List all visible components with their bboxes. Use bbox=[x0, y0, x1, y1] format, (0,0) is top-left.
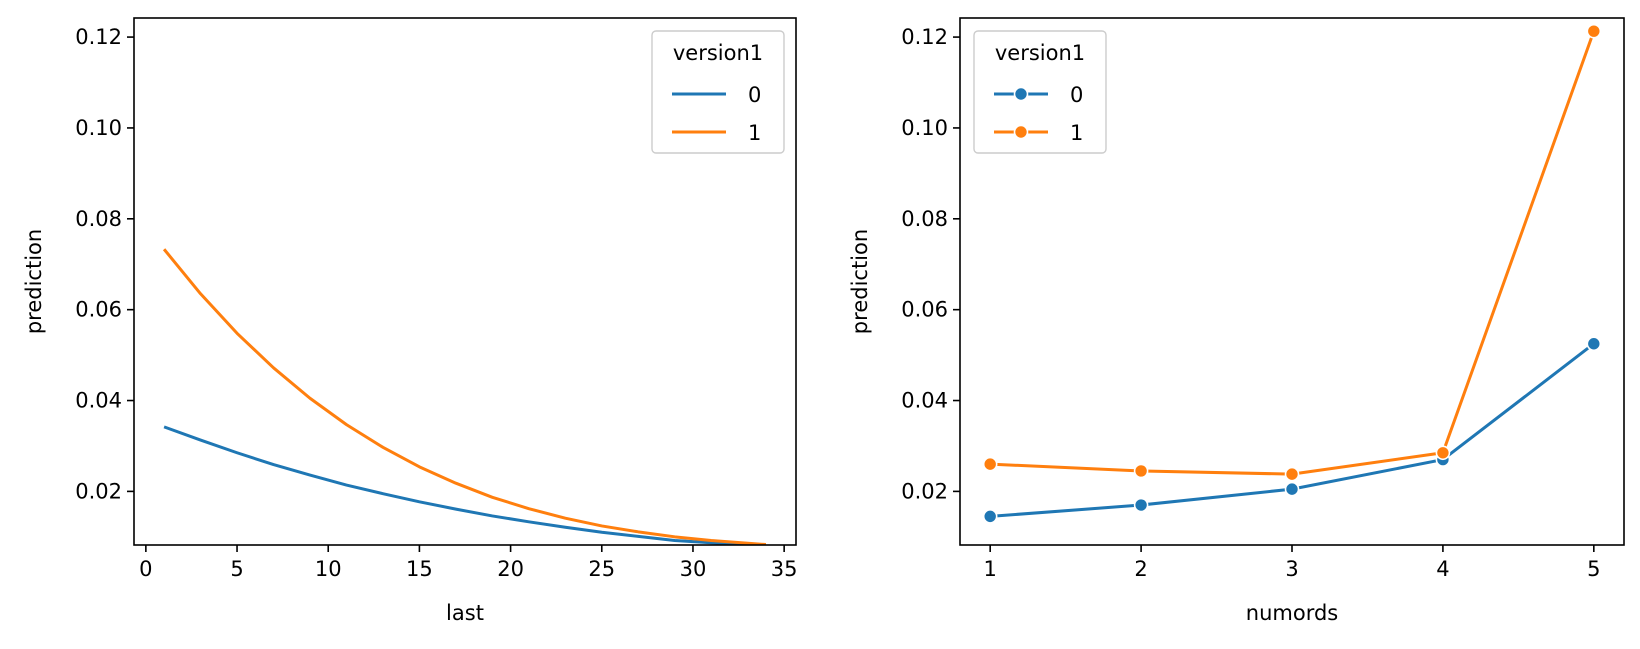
x-tick-label: 4 bbox=[1436, 557, 1449, 581]
data-point-0 bbox=[1284, 481, 1300, 497]
x-tick-label: 2 bbox=[1134, 557, 1147, 581]
legend-title: version1 bbox=[995, 41, 1085, 65]
y-tick-label: 0.08 bbox=[901, 207, 948, 231]
legend-box bbox=[973, 30, 1107, 154]
x-tick-label: 25 bbox=[588, 557, 615, 581]
x-tick-label: 20 bbox=[497, 557, 524, 581]
data-point-0 bbox=[1586, 336, 1602, 352]
x-tick-label: 30 bbox=[680, 557, 707, 581]
x-tick-label: 3 bbox=[1285, 557, 1298, 581]
x-tick-label: 5 bbox=[230, 557, 243, 581]
axes-frame bbox=[959, 17, 1625, 546]
y-tick-label: 0.04 bbox=[75, 389, 122, 413]
legend-title: version1 bbox=[673, 41, 763, 65]
series-line-1 bbox=[162, 248, 767, 545]
chart-left: 0.020.040.060.080.100.120 5 10 15 20 25 30 35la… bbox=[22, 17, 798, 625]
data-point-1 bbox=[1133, 463, 1149, 479]
legend-marker-0 bbox=[1013, 86, 1029, 102]
x-tick-label: 5 bbox=[1587, 557, 1600, 581]
y-tick-label: 0.06 bbox=[75, 298, 122, 322]
legend-label-1: 1 bbox=[748, 121, 761, 145]
data-point-1 bbox=[1284, 466, 1300, 482]
axes-frame bbox=[133, 17, 797, 546]
y-tick-label: 0.12 bbox=[901, 25, 948, 49]
y-axis-label: prediction bbox=[848, 229, 872, 334]
x-axis-label: numords bbox=[1246, 601, 1338, 625]
legend-label-0: 0 bbox=[1070, 83, 1083, 107]
data-point-0 bbox=[1133, 497, 1149, 513]
legend-label-1: 1 bbox=[1070, 121, 1083, 145]
y-tick-label: 0.10 bbox=[901, 116, 948, 140]
y-tick-label: 0.10 bbox=[75, 116, 122, 140]
data-point-1 bbox=[1586, 23, 1602, 39]
plot-area bbox=[162, 248, 767, 545]
chart-right: 0.02 0.04 0.06 0.08 0.10 0.12 1 2 3 4 5 numords pred… bbox=[848, 17, 1625, 625]
legend: version1 0 1 bbox=[651, 30, 785, 154]
y-tick-label: 0.08 bbox=[75, 207, 122, 231]
legend-box bbox=[651, 30, 785, 154]
x-tick-label: 1 bbox=[983, 557, 996, 581]
x-tick-label: 15 bbox=[406, 557, 433, 581]
y-axis-label: prediction bbox=[22, 229, 46, 334]
series-line-0 bbox=[163, 425, 766, 545]
y-tick-label: 0.06 bbox=[901, 298, 948, 322]
y-tick-label: 0.12 bbox=[75, 25, 122, 49]
data-point-0 bbox=[982, 509, 998, 524]
y-tick-label: 0.02 bbox=[901, 479, 948, 503]
x-tick-label: 0 bbox=[139, 557, 152, 581]
y-tick-label: 0.02 bbox=[75, 479, 122, 503]
legend-marker-1 bbox=[1013, 124, 1029, 140]
x-tick-label: 35 bbox=[771, 557, 798, 581]
x-tick-label: 10 bbox=[315, 557, 342, 581]
legend: version1 0 1 bbox=[973, 30, 1107, 154]
y-tick-label: 0.04 bbox=[901, 389, 948, 413]
legend-label-0: 0 bbox=[748, 83, 761, 107]
x-axis-label: last bbox=[446, 601, 484, 625]
data-point-1 bbox=[1435, 445, 1451, 461]
data-point-1 bbox=[982, 456, 998, 472]
